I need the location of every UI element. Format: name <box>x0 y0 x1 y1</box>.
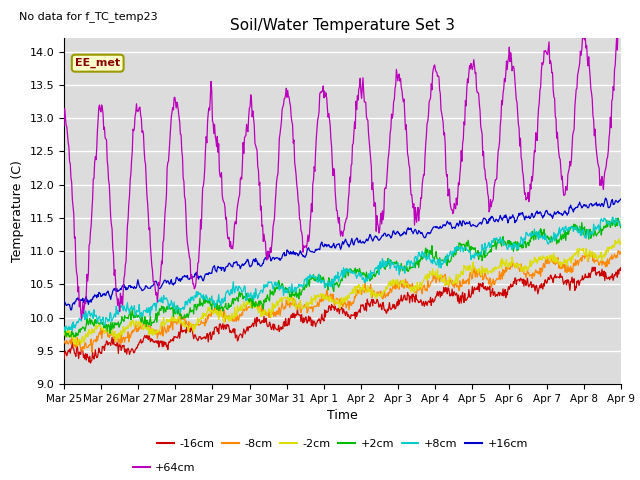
Title: Soil/Water Temperature Set 3: Soil/Water Temperature Set 3 <box>230 18 455 33</box>
Legend: +64cm: +64cm <box>129 459 200 478</box>
Text: EE_met: EE_met <box>75 58 120 68</box>
Text: No data for f_TC_temp23: No data for f_TC_temp23 <box>19 11 158 22</box>
X-axis label: Time: Time <box>327 409 358 422</box>
Y-axis label: Temperature (C): Temperature (C) <box>11 160 24 262</box>
